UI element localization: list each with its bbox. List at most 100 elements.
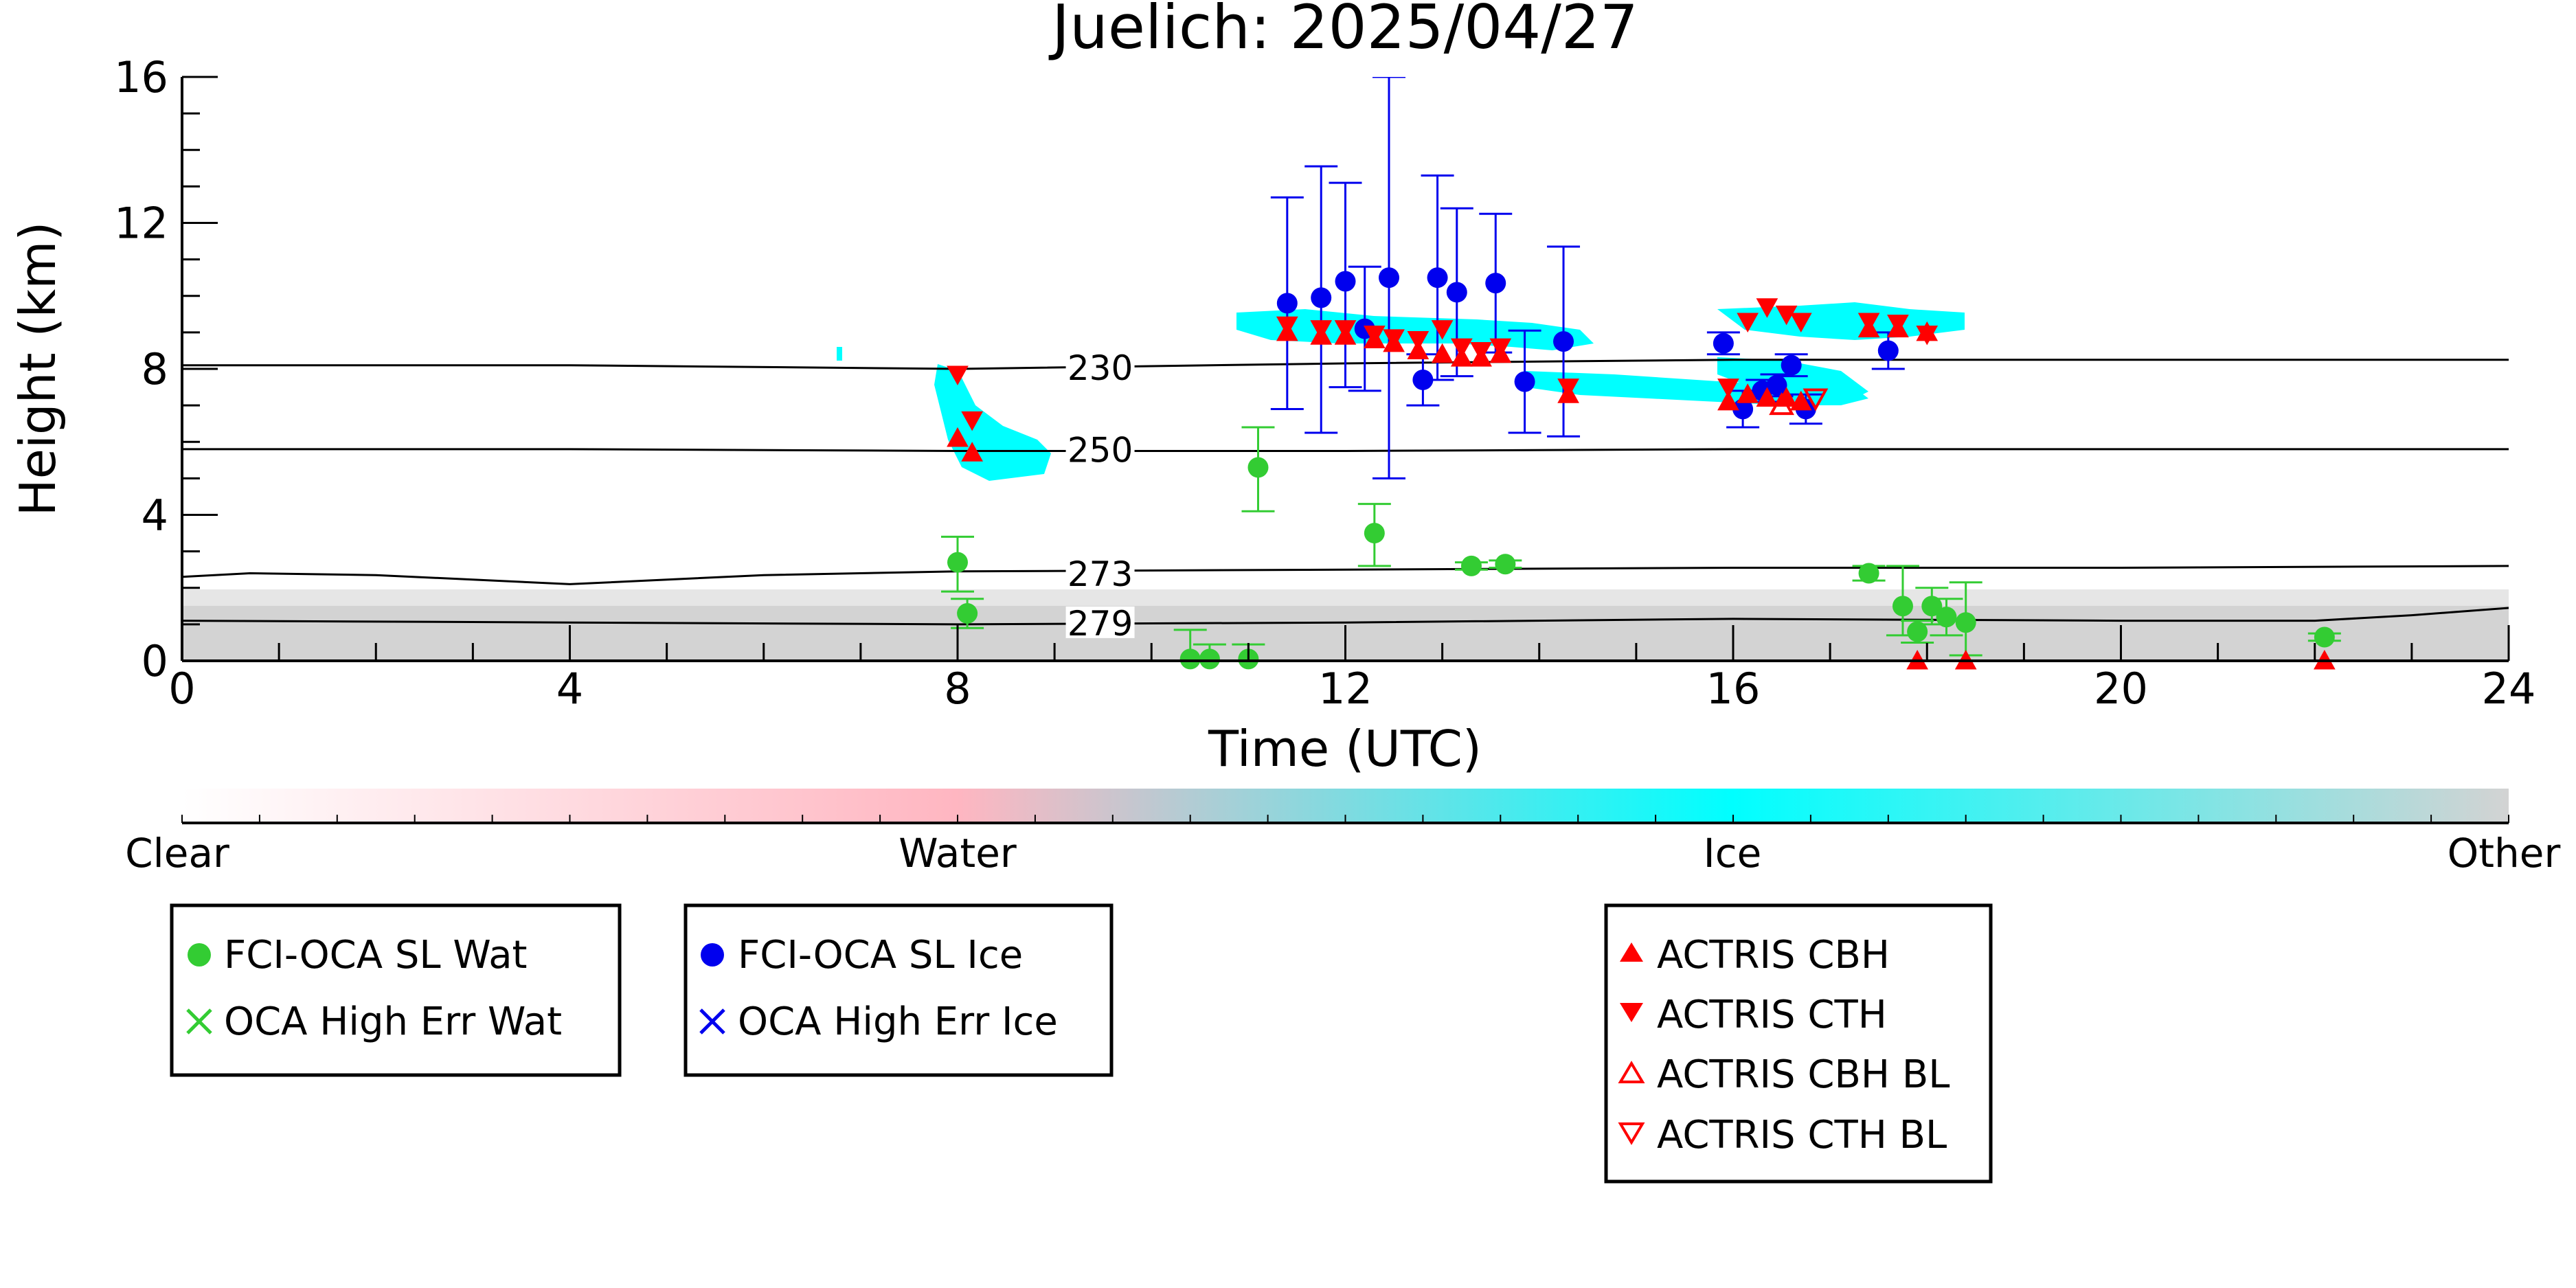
legend-label-cth-bl: ACTRIS CTH BL [1657, 1113, 1947, 1157]
legend-ice: FCI-OCA SL Ice OCA High Err Ice [683, 903, 1114, 1077]
isotherm-label-bg [1065, 351, 1135, 383]
actris-cth-point [1756, 298, 1778, 318]
x-ticks: 0 4 8 12 16 20 24 [168, 625, 2535, 714]
legend-label-cbh: ACTRIS CBH [1657, 933, 1890, 978]
colorbar-label-ice: Ice [1704, 830, 1762, 877]
fci-oca-sl-ice-point [1412, 369, 1434, 390]
actris-cth-point [1737, 313, 1759, 332]
isotherm-lines [182, 359, 2509, 626]
fci-oca-sl-wat-point [1364, 523, 1385, 544]
legend-label-ice: FCI-OCA SL Ice [738, 933, 1023, 978]
fci-oca-sl-ice-point [1311, 287, 1332, 308]
y-axis-label: Height (km) [9, 222, 67, 517]
legend-label-wat-err: OCA High Err Wat [224, 999, 562, 1044]
y-tick-label: 0 [142, 636, 168, 686]
actris-cth-point [1383, 329, 1405, 349]
fci-oca-sl-ice-point [1766, 374, 1787, 396]
legend-marker-cbh [1620, 942, 1643, 962]
actris-cth-point [1470, 341, 1492, 362]
isotherm-label: 273 [1067, 554, 1133, 594]
fci-oca-sl-wat-point [947, 552, 968, 573]
actris-cbh-point [947, 427, 969, 447]
legend-label-ice-err: OCA High Err Ice [738, 999, 1058, 1044]
error-bars [941, 77, 2341, 661]
isotherm-label-bg [1065, 557, 1135, 589]
fci-oca-sl-wat-point [1921, 596, 1943, 617]
legend-marker-cth [1620, 1003, 1643, 1022]
fci-oca-sl-wat-point [2314, 626, 2335, 648]
fci-oca-sl-wat-point [1495, 554, 1516, 575]
actris-cbh-point [1431, 343, 1454, 363]
actris-cbh-point [1756, 387, 1778, 407]
actris-cth-point [1857, 313, 1880, 332]
phase-colorbar: Clear Water Ice Other [125, 789, 2560, 877]
isotherm-273 [182, 565, 2509, 585]
fci-oca-sl-ice-point [1379, 267, 1400, 289]
actris-cth-point [1451, 338, 1473, 359]
x-axis-label: Time (UTC) [1208, 720, 1482, 778]
fci-oca-sl-ice-point [1427, 267, 1448, 289]
isotherm-250 [182, 448, 2509, 452]
actris-cbh-point [1737, 383, 1759, 403]
actris-cth-point [961, 411, 984, 431]
fci-oca-sl-ice-point [1877, 340, 1899, 361]
x-tick-label: 12 [1318, 664, 1372, 714]
actris-cth-point [1310, 320, 1333, 340]
legend-label-cth: ACTRIS CTH [1657, 993, 1887, 1037]
fci-oca-sl-wat-point [1936, 607, 1957, 628]
y-tick-label: 16 [114, 52, 168, 102]
isotherm-label: 279 [1067, 604, 1133, 644]
y-ticks: 0 4 8 12 16 [114, 52, 218, 686]
x-tick-label: 16 [1706, 664, 1761, 714]
x-tick-label: 4 [556, 664, 583, 714]
colorbar-ticks [181, 815, 2509, 823]
fci-oca-sl-ice-point [1335, 271, 1356, 292]
actris-cbh-point [1789, 390, 1812, 411]
colorbar-label-water: Water [899, 830, 1017, 877]
fci-oca-sl-wat-point [1907, 621, 1928, 642]
x-tick-label: 0 [168, 664, 195, 714]
legend-marker-wat [188, 943, 211, 967]
fci-oca-sl-ice-point [1781, 354, 1802, 376]
x-tick-label: 20 [2094, 664, 2148, 714]
colorbar-label-other: Other [2448, 830, 2561, 877]
actris-cth-point [947, 365, 969, 385]
actris-cth-point [1557, 379, 1579, 398]
actris-cbh-point [1717, 390, 1739, 411]
actris-cth-point [1334, 320, 1357, 340]
x-tick-label: 24 [2482, 664, 2536, 714]
legend-actris: ACTRIS CBH ACTRIS CTH ACTRIS CBH BL ACTR… [1604, 903, 1993, 1184]
legend-water-box [170, 903, 622, 1077]
fci-oca-sl-ice-point [1485, 273, 1506, 294]
fci-oca-sl-wat-point [957, 602, 978, 624]
fci-oca-sl-wat-point [1892, 596, 1913, 617]
fci-oca-sl-ice-point [1514, 371, 1535, 392]
data-markers [947, 267, 2336, 670]
actris-cth-point [1407, 331, 1430, 351]
actris-cth-point [1717, 379, 1739, 398]
legend-water: FCI-OCA SL Wat OCA High Err Wat [170, 903, 622, 1077]
ice-patch-morning [934, 364, 1051, 481]
actris-cbh-bl-point [1769, 392, 1794, 416]
fci-oca-sl-wat-point [1955, 612, 1976, 633]
ice-patch-small [837, 347, 842, 361]
other-band-speckle [182, 589, 2509, 606]
actris-cth-point [1431, 320, 1454, 340]
chart-title: Juelich: 2025/04/27 [1048, 0, 1638, 63]
fci-oca-sl-wat-point [1199, 648, 1220, 670]
ice-patch-low [1717, 357, 1868, 398]
fci-oca-sl-ice-point [1446, 282, 1467, 303]
legend-actris-box [1604, 903, 1993, 1184]
colorbar-label-clear: Clear [125, 830, 229, 877]
fci-oca-sl-ice-point [1713, 332, 1734, 354]
actris-cth-point [1489, 338, 1512, 359]
fci-oca-sl-wat-point [1247, 457, 1269, 478]
actris-cth-point [1276, 316, 1298, 337]
actris-cth-bl-point [1803, 388, 1829, 411]
legend-marker-ice-err [699, 1008, 725, 1035]
actris-cth-point [1789, 313, 1812, 332]
isotherm-label: 250 [1067, 431, 1133, 471]
legend-ice-box [683, 903, 1114, 1077]
isotherm-label-bg [1065, 606, 1135, 638]
